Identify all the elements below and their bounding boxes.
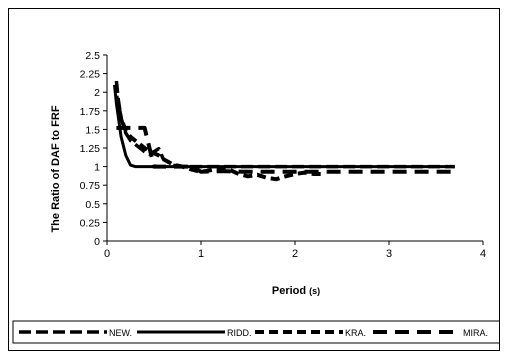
series-line-mira bbox=[116, 125, 455, 174]
y-tick-label: 1.75 bbox=[80, 106, 101, 118]
y-tick-label: 0 bbox=[94, 236, 100, 248]
y-axis-label: The Ratio of DAF to FRF bbox=[50, 105, 62, 232]
y-tick-label: 2.25 bbox=[80, 69, 101, 81]
legend-label: KRA. bbox=[345, 328, 366, 338]
x-tick-label: 4 bbox=[480, 248, 486, 260]
y-tick-label: 1.25 bbox=[80, 143, 101, 155]
y-tick-label: 0.5 bbox=[85, 199, 100, 211]
series-line-new bbox=[114, 80, 455, 169]
y-tick-label: 2 bbox=[94, 87, 100, 99]
x-axis-label-unit: (s) bbox=[309, 286, 320, 296]
chart-frame: 0 1 2 3 4 0 0.25 0.5 0.75 1 1.25 1.5 1.75 2 2.25 2.5 Th… bbox=[8, 8, 500, 351]
x-tick-label: 2 bbox=[292, 248, 298, 260]
legend-label: MIRA. bbox=[463, 328, 488, 338]
x-tick-label: 1 bbox=[198, 248, 204, 260]
x-axis-label: Period (s) bbox=[272, 285, 320, 297]
chart-svg: 0 1 2 3 4 0 0.25 0.5 0.75 1 1.25 1.5 1.75 2 2.25 2.5 Th… bbox=[12, 50, 499, 344]
x-tick-label: 3 bbox=[386, 248, 392, 260]
y-tick-label: 0.75 bbox=[80, 180, 101, 192]
legend: NEW. RIDD. KRA. MIRA. bbox=[12, 320, 499, 344]
x-axis-label-text: Period bbox=[272, 285, 306, 297]
series-layer bbox=[113, 80, 455, 182]
axes: 0 1 2 3 4 0 0.25 0.5 0.75 1 1.25 1.5 1.75 2 2.25 2.5 bbox=[80, 50, 487, 260]
y-tick-label: 1 bbox=[94, 162, 100, 174]
y-tick-label: 1.5 bbox=[85, 124, 100, 136]
legend-label: RIDD. bbox=[227, 328, 252, 338]
x-tick-label: 0 bbox=[104, 248, 110, 260]
y-tick-label: 2.5 bbox=[85, 50, 100, 62]
series-line-ridd bbox=[113, 84, 455, 169]
y-tick-label: 0.25 bbox=[80, 217, 101, 229]
legend-label: NEW. bbox=[109, 328, 132, 338]
